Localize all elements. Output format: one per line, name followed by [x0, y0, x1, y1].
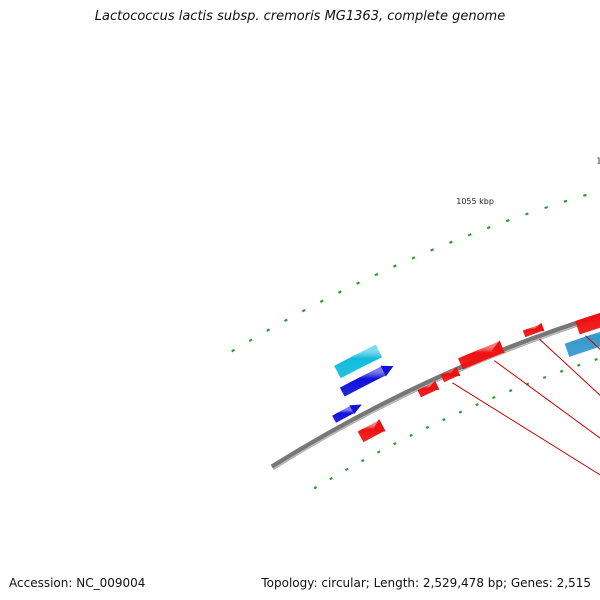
inner-tick-mark — [577, 363, 581, 367]
inner-tick-mark — [442, 418, 446, 422]
reverse-label-leader — [585, 335, 600, 350]
outer-tick-mark — [582, 193, 587, 197]
map-title: Lactococcus lactis subsp. cremoris MG136… — [94, 9, 506, 24]
reverse-gene — [440, 366, 461, 383]
forward-gene-shade — [339, 366, 386, 397]
reverse-gene-arrowhead — [372, 419, 386, 432]
outer-tick-mark — [411, 256, 416, 260]
reverse-gene — [522, 322, 545, 338]
reverse-gene-arrowhead — [427, 380, 440, 390]
outer-tick-mark — [505, 219, 510, 223]
outer-tick-mark — [467, 233, 472, 237]
outer-tick-mark — [248, 338, 253, 343]
outer-tick-mark — [374, 272, 379, 277]
reverse-gene-arrowhead — [491, 340, 505, 354]
kbp-tick-label: 1050 kbp — [596, 157, 600, 166]
outer-tick-mark — [430, 248, 435, 252]
inner-tick-mark — [492, 395, 496, 400]
outer-tick-mark — [231, 348, 236, 353]
outer-tick-mark — [563, 199, 568, 203]
inner-tick-mark — [458, 410, 463, 414]
reverse-label-leader — [538, 338, 600, 396]
outer-tick-mark — [301, 308, 306, 313]
kbp-tick-label: 1055 kbp — [456, 197, 494, 206]
forward-gene-arrowhead — [380, 365, 394, 377]
reverse-gene-arrowhead — [532, 322, 545, 332]
outer-tick-mark — [319, 299, 324, 303]
inner-tick-mark — [559, 369, 564, 373]
outer-tick-mark — [337, 290, 342, 294]
inner-tick-mark — [425, 425, 430, 429]
reverse-label-leader — [494, 360, 600, 439]
genome-backbone — [270, 313, 600, 470]
outer-tick-mark — [266, 328, 271, 332]
inner-tick-mark — [393, 441, 397, 446]
reverse-gene-arrowhead — [448, 366, 461, 377]
reverse-gene — [417, 380, 440, 398]
genome-summary-text: Topology: circular; Length: 2,529,478 bp… — [261, 576, 591, 590]
genome-backbone-highlight — [272, 317, 600, 470]
forward-gene-arrowhead — [349, 404, 362, 415]
inner-tick-mark — [508, 389, 513, 393]
outer-tick-mark — [448, 240, 453, 244]
inner-tick-mark — [409, 433, 413, 437]
inner-tick-mark — [594, 357, 598, 361]
reverse-label-leader — [452, 382, 600, 476]
reverse-gene — [564, 331, 600, 357]
reverse-gene-shade — [575, 313, 600, 335]
accession-text: Accession: NC_009004 — [9, 576, 146, 590]
forward-gene — [332, 404, 362, 423]
reverse-gene — [575, 313, 600, 335]
forward-gene — [334, 344, 382, 379]
inner-tick-mark — [344, 467, 349, 472]
reverse-gene — [357, 419, 386, 443]
outer-tick-mark — [356, 281, 360, 285]
inner-tick-mark — [313, 486, 318, 490]
inner-tick-mark — [329, 476, 333, 481]
forward-gene-shade — [332, 406, 354, 423]
outer-tick-mark — [486, 225, 491, 230]
outer-tick-mark — [283, 318, 288, 323]
forward-gene — [339, 365, 394, 397]
reverse-gene — [458, 340, 505, 370]
inner-tick-mark — [360, 459, 365, 463]
outer-tick-mark — [392, 264, 397, 268]
outer-tick-mark — [544, 205, 549, 210]
reverse-gene-shade — [564, 331, 600, 357]
forward-gene-shade — [334, 344, 382, 379]
inner-tick-mark — [475, 403, 479, 407]
outer-tick-mark — [525, 212, 529, 216]
inner-tick-mark — [376, 450, 381, 454]
inner-tick-mark — [542, 375, 547, 380]
